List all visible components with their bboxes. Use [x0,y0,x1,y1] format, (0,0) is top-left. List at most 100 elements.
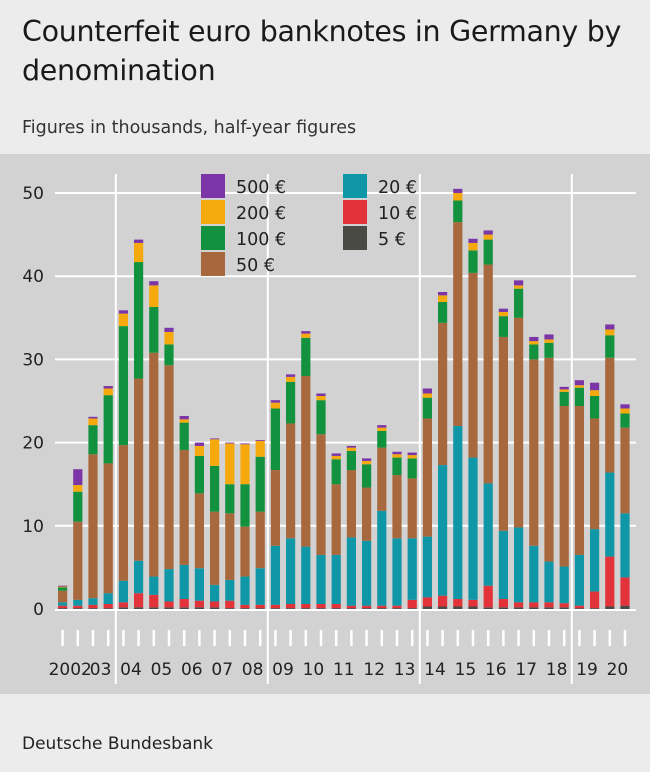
bar-segment-10 [346,605,356,609]
bar-segment-500 [453,188,463,193]
bar-segment-5 [301,608,311,609]
bar-segment-50 [88,454,98,599]
bar-segment-10 [407,599,417,609]
bar-segment-500 [544,334,554,340]
bar-segment-10 [316,604,326,609]
bar-segment-200 [362,460,372,465]
bar-segment-10 [210,601,220,608]
legend-swatch-100 [201,226,225,250]
bar-segment-100 [498,316,508,337]
bar-segment-200 [240,444,250,485]
bar-segment-100 [483,239,493,265]
bar-segment-200 [179,419,189,423]
legend-swatch-50 [201,252,225,276]
bar-segment-5 [118,607,128,609]
bar-segment-20 [362,540,372,606]
bar-segment-50 [453,222,463,426]
bar-segment-500 [270,400,280,403]
bar-segment-20 [544,561,554,603]
bar-segment-20 [301,546,311,605]
bar-segment-200 [498,311,508,317]
bar-segment-100 [438,301,448,323]
bar-segment-100 [544,342,554,358]
bar-segment-20 [605,472,615,557]
bar-segment-5 [149,607,159,609]
bar-segment-500 [438,292,448,296]
bar-segment-200 [468,242,478,251]
bar-segment-50 [164,365,174,570]
x-tick-label: 07 [211,660,233,680]
bar-segment-10 [149,594,159,608]
bar-segment-100 [286,381,296,424]
bar-segment-200 [149,285,159,307]
y-tick-label: 10 [22,517,44,537]
y-tick-label: 20 [22,434,44,454]
bar-segment-20 [179,564,189,600]
bar-segment-10 [422,597,432,607]
bar-segment-100 [225,484,235,514]
x-tick-label: 11 [333,660,355,680]
bar-segment-500 [559,386,569,390]
bar-segment-5 [574,608,584,609]
y-tick-label: 0 [33,600,44,620]
bar-segment-5 [605,606,615,609]
bar-segment-20 [225,579,235,601]
bar-segment-100 [134,262,144,379]
bar-segment-200 [210,439,220,466]
bar-segment-20 [377,510,387,606]
bar-segment-20 [316,554,326,605]
bar-segment-5 [346,608,356,609]
bar-segment-200 [88,418,98,426]
bar-segment-5 [483,607,493,609]
bar-segment-10 [529,602,539,608]
bar-segment-500 [194,442,204,446]
bar-segment-200 [453,193,463,201]
bar-segment-10 [240,604,250,609]
bar-segment-500 [103,386,113,389]
bar-segment-5 [103,608,113,609]
bar-segment-50 [605,357,615,473]
bar-segment-5 [559,607,569,609]
bar-segment-500 [58,585,68,587]
bar-segment-10 [468,599,478,607]
bar-segment-50 [559,405,569,567]
legend-label-5: 5 € [378,230,406,250]
bar-segment-500 [301,331,311,334]
bar-segment-5 [164,607,174,609]
bar-segment-10 [438,595,448,607]
bar-segment-5 [362,608,372,609]
bar-segment-5 [514,607,524,609]
bar-segment-100 [164,344,174,366]
bar-segment-200 [301,333,311,338]
bar-segment-200 [118,313,128,327]
bar-segment-20 [58,602,68,606]
bar-segment-100 [179,422,189,451]
bar-segment-500 [377,425,387,428]
legend-label-200: 200 € [236,204,286,224]
bar-segment-100 [210,465,220,512]
bar-segment-500 [468,238,478,243]
bar-segment-20 [468,457,478,600]
bar-segment-5 [544,607,554,609]
legend-label-100: 100 € [236,230,286,250]
bar-segment-50 [103,463,113,594]
bar-segment-200 [255,440,265,457]
bar-segment-5 [392,608,402,609]
legend-label-10: 10 € [378,204,417,224]
bar-segment-100 [270,408,280,471]
bar-segment-10 [73,605,83,609]
bar-segment-20 [514,527,524,603]
bar-segment-50 [58,590,68,603]
bar-segment-500 [255,440,265,441]
bar-segment-200 [544,339,554,343]
bar-segment-500 [346,445,356,448]
bar-segment-500 [483,230,493,235]
chart-subtitle: Figures in thousands, half-year figures [22,118,357,138]
bar-segment-500 [422,388,432,394]
bar-segment-50 [331,484,341,555]
bar-segment-200 [286,376,296,382]
bar-segment-50 [346,470,356,538]
bar-segment-200 [438,295,448,302]
bar-segment-50 [118,445,128,581]
